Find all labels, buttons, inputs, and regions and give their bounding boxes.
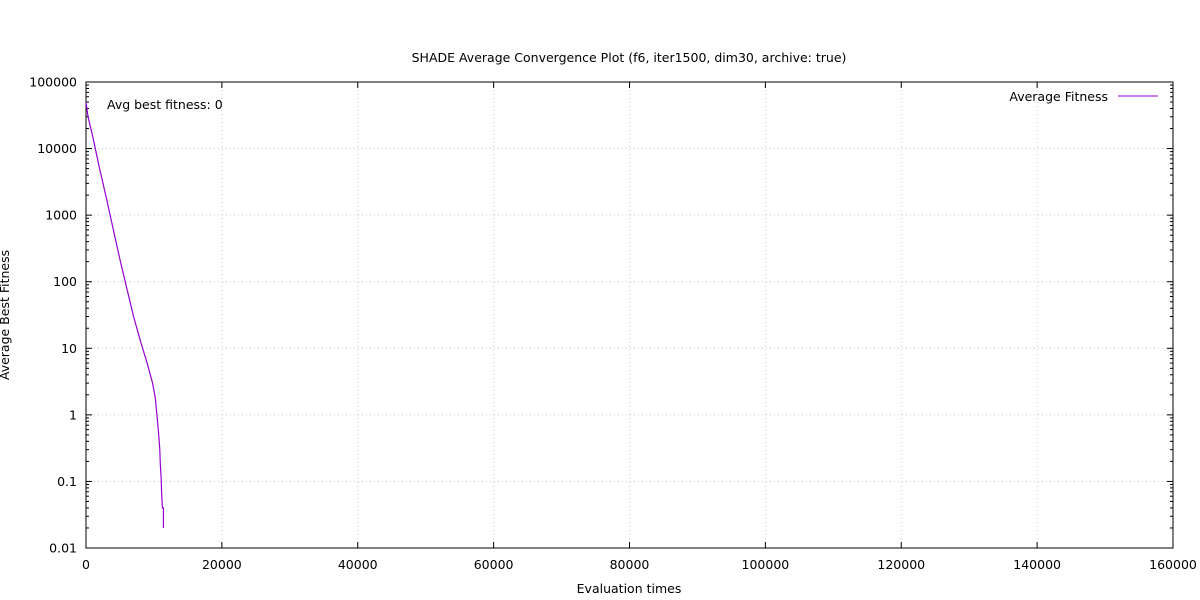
y-tick-label: 100 bbox=[53, 274, 77, 289]
series-line-average-fitness bbox=[85, 101, 165, 528]
y-tick-label: 1 bbox=[69, 407, 77, 422]
x-tick-label: 100000 bbox=[742, 557, 790, 572]
grid-lines bbox=[86, 82, 1173, 548]
y-tick-label: 1000 bbox=[45, 208, 77, 223]
y-tick-label: 10000 bbox=[37, 141, 77, 156]
y-tick-label: 0.01 bbox=[49, 541, 77, 556]
x-axis-label: Evaluation times bbox=[577, 581, 682, 596]
x-tick-label: 160000 bbox=[1149, 557, 1197, 572]
y-tick-label: 100000 bbox=[29, 75, 77, 90]
annotation-avg-best-fitness: Avg best fitness: 0 bbox=[107, 97, 223, 112]
y-axis-label: Average Best Fitness bbox=[0, 250, 12, 380]
x-tick-label: 60000 bbox=[474, 557, 514, 572]
x-tick-label: 120000 bbox=[877, 557, 925, 572]
x-tick-label: 80000 bbox=[610, 557, 650, 572]
x-tick-label: 140000 bbox=[1013, 557, 1061, 572]
y-tick-label: 10 bbox=[61, 341, 77, 356]
y-tick-labels: 0.01 0.1 1 10 100 1000 10000 100000 bbox=[29, 75, 77, 556]
x-tick-labels: 0 20000 40000 60000 80000 100000 120000 140000 1… bbox=[82, 557, 1197, 572]
x-tick-label: 0 bbox=[82, 557, 90, 572]
y-tick-label: 0.1 bbox=[57, 474, 77, 489]
x-tick-label: 20000 bbox=[202, 557, 242, 572]
chart-title: SHADE Average Convergence Plot (f6, iter… bbox=[412, 50, 847, 65]
legend: Average Fitness bbox=[1009, 89, 1158, 104]
series-group bbox=[85, 101, 165, 528]
legend-label: Average Fitness bbox=[1009, 89, 1108, 104]
x-tick-label: 40000 bbox=[338, 557, 378, 572]
axis-ticks bbox=[85, 81, 1174, 549]
